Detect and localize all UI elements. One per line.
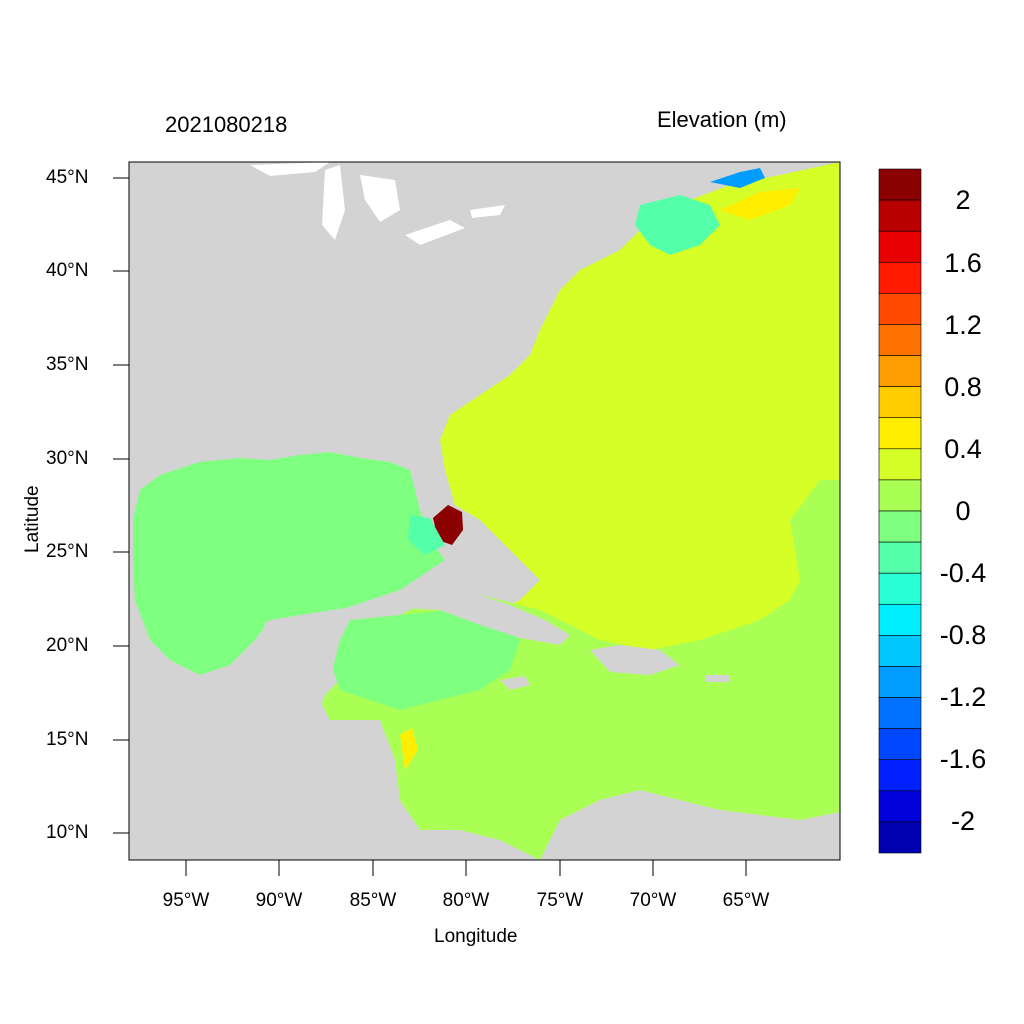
colorbar-swatch xyxy=(878,199,922,232)
x-tick-marks xyxy=(185,860,747,876)
northeast-shelf xyxy=(635,195,720,255)
central-america-land xyxy=(129,718,400,860)
colorbar-label: 1.2 xyxy=(944,310,982,340)
bay-of-fundy-negative xyxy=(710,168,765,188)
colorbar-swatch xyxy=(878,572,922,605)
gulf-of-maine-positive xyxy=(720,188,800,220)
colorbar-swatch xyxy=(878,541,922,574)
colorbar-swatch xyxy=(878,417,922,450)
lake-ontario xyxy=(470,205,505,218)
colorbar-label: 0.8 xyxy=(944,372,982,402)
colorbar-label: -0.8 xyxy=(939,620,987,650)
x-tick-label: 75°W xyxy=(536,890,584,911)
florida-bay-negative xyxy=(408,515,445,555)
jamaica-land xyxy=(500,676,530,690)
x-tick-label: 80°W xyxy=(442,890,490,911)
colorbar-swatch xyxy=(878,479,922,512)
colorbar-swatch xyxy=(878,168,922,201)
colorbar-swatch xyxy=(878,510,922,543)
colorbar-swatch xyxy=(878,821,922,854)
colorbar-swatch xyxy=(878,790,922,823)
yucatan-land xyxy=(260,608,345,710)
x-tick-label: 70°W xyxy=(629,890,677,911)
colorbar-label: -1.2 xyxy=(939,682,987,712)
colorbar-swatch xyxy=(878,261,922,294)
colorbar-swatch xyxy=(878,759,922,792)
colorbar-label: -1.6 xyxy=(939,744,987,774)
colorbar-label: 2 xyxy=(955,185,971,215)
colorbar xyxy=(878,168,922,854)
y-tick-label: 35°N xyxy=(46,354,89,375)
x-axis-label: Longitude xyxy=(434,926,518,947)
cuba-land xyxy=(385,590,570,645)
plot-frame xyxy=(128,161,841,861)
colorbar-label: -2 xyxy=(950,806,975,836)
variable-title: Elevation (m) xyxy=(657,107,787,132)
puerto-rico-land xyxy=(705,675,730,682)
colorbar-swatch xyxy=(878,293,922,325)
colorbar-label: 1.6 xyxy=(944,248,982,278)
colorbar-label: 0.4 xyxy=(944,434,982,464)
y-tick-label: 40°N xyxy=(46,260,89,281)
y-tick-label: 10°N xyxy=(46,822,89,843)
x-tick-label: 95°W xyxy=(162,890,210,911)
lake-michigan xyxy=(322,165,345,240)
colorbar-swatch xyxy=(878,355,922,387)
colorbar-swatch xyxy=(878,603,922,636)
gulf-of-mexico xyxy=(133,452,445,675)
colorbar-swatch xyxy=(878,666,922,698)
colorbar-label: 0 xyxy=(955,496,971,526)
hispaniola-land xyxy=(590,645,680,675)
colorbar-swatch xyxy=(878,448,922,481)
colorbar-label: -0.4 xyxy=(939,558,987,588)
colorbar-swatch xyxy=(878,728,922,761)
x-tick-label: 65°W xyxy=(722,890,770,911)
lake-superior xyxy=(250,162,330,176)
y-tick-label: 20°N xyxy=(46,635,89,656)
caribbean-sea xyxy=(320,480,840,860)
colorbar-swatch xyxy=(878,635,922,667)
y-tick-label: 15°N xyxy=(46,729,89,750)
y-tick-label: 45°N xyxy=(46,167,89,188)
x-tick-label: 90°W xyxy=(255,890,303,911)
colorbar-swatch xyxy=(878,697,922,729)
colorbar-swatch xyxy=(878,386,922,419)
colorbar-swatch xyxy=(878,324,922,356)
y-tick-label: 25°N xyxy=(46,541,89,562)
y-axis-label: Latitude xyxy=(22,485,43,553)
lake-erie xyxy=(405,220,465,245)
panama-coast-positive xyxy=(400,728,418,770)
south-america-land xyxy=(540,790,840,860)
x-tick-label: 85°W xyxy=(349,890,397,911)
y-tick-label: 30°N xyxy=(46,448,89,469)
western-caribbean xyxy=(330,610,520,710)
y-tick-marks xyxy=(113,177,129,834)
south-florida-surge xyxy=(433,505,463,545)
colorbar-swatch xyxy=(878,230,922,263)
lake-huron xyxy=(360,175,400,222)
timestamp-title: 2021080218 xyxy=(165,112,288,137)
